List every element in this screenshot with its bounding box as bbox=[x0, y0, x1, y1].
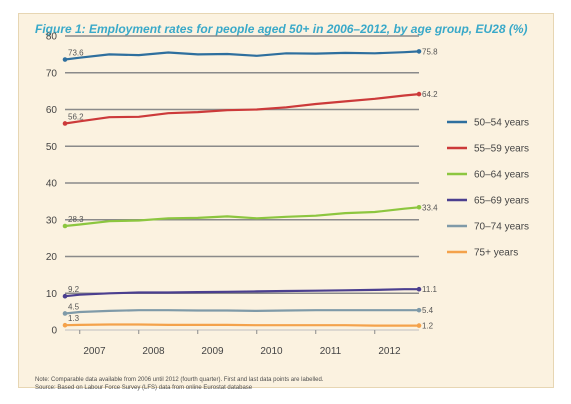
y-tick-label: 0 bbox=[51, 326, 57, 337]
legend-label: 75+ years bbox=[474, 248, 518, 259]
source-line: Source: Based on Labour Force Survey (LF… bbox=[35, 385, 253, 391]
first-value-label: 73.6 bbox=[68, 49, 84, 58]
last-value-label: 75.8 bbox=[422, 47, 438, 56]
series-start-point bbox=[62, 223, 68, 229]
x-tick-label: 2007 bbox=[83, 346, 106, 357]
chart-notes: Note: Comparable data available from 200… bbox=[35, 376, 324, 392]
legend-label: 65–69 years bbox=[474, 196, 529, 207]
legend-label: 60–64 years bbox=[474, 170, 529, 181]
series-start-point bbox=[62, 57, 68, 62]
x-tick-label: 2011 bbox=[320, 346, 342, 357]
series-end-point bbox=[416, 286, 422, 292]
series-start-point bbox=[62, 293, 68, 299]
y-tick-label: 80 bbox=[46, 32, 58, 43]
legend-label: 70–74 years bbox=[474, 222, 529, 233]
line-chart: 0 10 20 30 40 50 60 70 80 2007 2008 2009 2010 2011 201… bbox=[46, 32, 529, 358]
last-value-label: 1.2 bbox=[422, 322, 434, 331]
first-value-label: 4.5 bbox=[68, 302, 80, 311]
first-value-label: 9.2 bbox=[68, 285, 80, 294]
last-value-label: 64.2 bbox=[422, 90, 438, 99]
y-tick-label: 10 bbox=[46, 289, 58, 300]
series-line bbox=[64, 50, 420, 61]
x-tick-label: 2010 bbox=[260, 346, 283, 357]
series-end-point bbox=[416, 49, 422, 54]
series-line bbox=[64, 309, 419, 315]
series-end-point bbox=[416, 307, 422, 313]
series-end-point bbox=[416, 323, 422, 328]
series-start-point bbox=[62, 121, 68, 126]
series-start-point bbox=[62, 311, 68, 316]
legend-label: 50–54 years bbox=[474, 118, 529, 129]
x-tick-label: 2012 bbox=[378, 346, 401, 357]
note-line: Note: Comparable data available from 200… bbox=[35, 377, 324, 383]
last-value-label: 33.4 bbox=[422, 203, 438, 212]
x-tick-label: 2008 bbox=[142, 346, 165, 357]
series-line bbox=[64, 93, 420, 125]
first-value-label: 1.3 bbox=[68, 314, 80, 323]
figure-frame: Figure 1: Employment rates for people ag… bbox=[18, 13, 554, 391]
series-line bbox=[64, 288, 419, 298]
y-tick-label: 30 bbox=[46, 215, 58, 226]
series-end-point bbox=[416, 91, 422, 97]
y-tick-label: 50 bbox=[46, 142, 58, 153]
x-tick-label: 2009 bbox=[201, 346, 224, 357]
chart-title: Figure 1: Employment rates for people ag… bbox=[35, 22, 528, 36]
series-end-point bbox=[416, 204, 422, 210]
series-line bbox=[64, 206, 420, 228]
y-tick-label: 70 bbox=[46, 68, 58, 79]
y-tick-label: 20 bbox=[46, 252, 58, 263]
last-value-label: 11.1 bbox=[422, 285, 438, 294]
first-value-label: 56.2 bbox=[68, 112, 84, 121]
legend-label: 55–59 years bbox=[474, 144, 529, 155]
y-tick-label: 60 bbox=[46, 105, 58, 116]
first-value-label: 28.3 bbox=[68, 215, 84, 224]
series-line bbox=[64, 323, 419, 327]
last-value-label: 5.4 bbox=[422, 306, 434, 315]
y-tick-label: 40 bbox=[46, 179, 58, 190]
series-start-point bbox=[62, 322, 68, 328]
